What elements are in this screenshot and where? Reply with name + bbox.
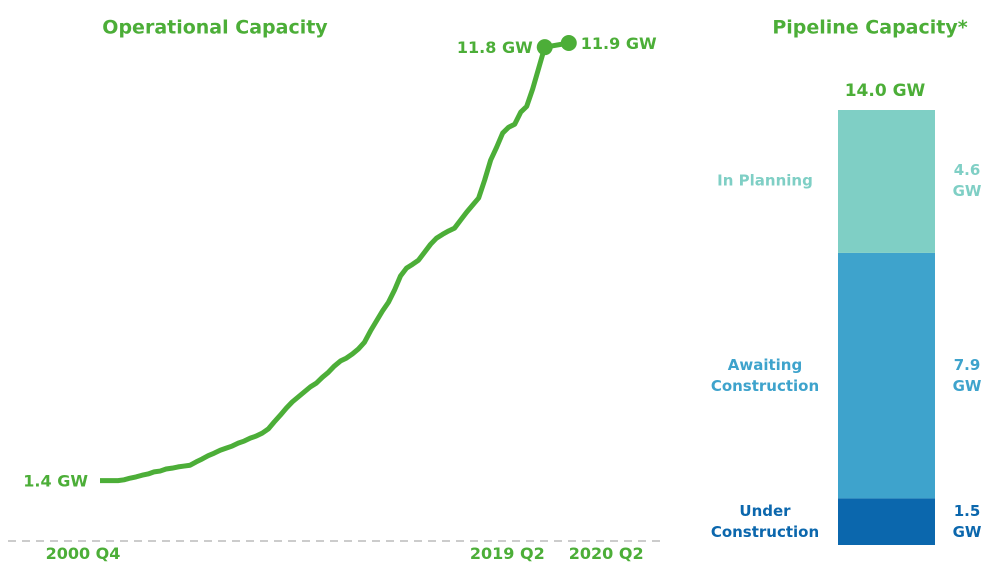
bar-segment	[838, 498, 935, 545]
total-label: 14.0 GW	[844, 81, 926, 102]
bar-segment	[838, 110, 935, 253]
segment-name: In Planning	[717, 171, 813, 190]
chart-title: Pipeline Capacity*	[772, 16, 968, 39]
point	[536, 39, 553, 56]
segment-name: Awaiting Construction	[710, 355, 820, 395]
segment-value: 7.9 GW	[952, 355, 982, 395]
x-tick-label: 2000 Q4	[46, 544, 121, 563]
point	[560, 35, 577, 52]
value-label: 11.9 GW	[581, 34, 657, 53]
segment-name: Under Construction	[710, 501, 820, 541]
x-tick-label: 2020 Q2	[569, 544, 644, 563]
segment-value: 1.5 GW	[952, 501, 982, 541]
x-tick-label: 2019 Q2	[470, 544, 545, 563]
value-label: 1.4 GW	[23, 472, 88, 491]
line-series	[100, 46, 548, 484]
value-label: 11.8 GW	[457, 38, 533, 57]
segment-value: 4.6 GW	[952, 161, 982, 201]
chart-title: Operational Capacity	[102, 16, 328, 39]
bar-segment	[838, 252, 935, 499]
